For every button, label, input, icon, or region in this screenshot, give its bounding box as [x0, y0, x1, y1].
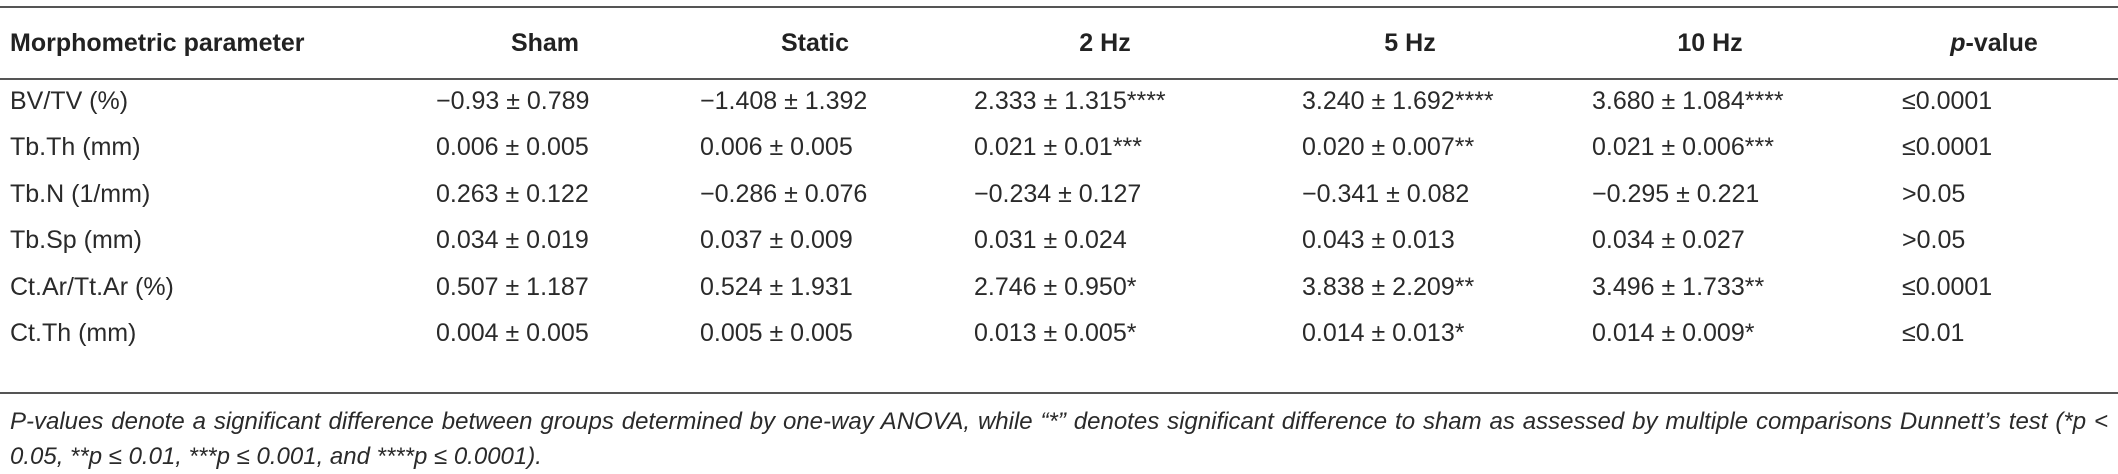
table-body: BV/TV (%) −0.93 ± 0.789 −1.408 ± 1.392 2.33…: [0, 78, 2118, 357]
cell-sham: 0.004 ± 0.005: [436, 319, 589, 348]
header-5hz: 5 Hz: [1384, 28, 1436, 57]
header-p-italic: p: [1950, 28, 1966, 57]
cell-param: Tb.Sp (mm): [10, 226, 142, 255]
cell-static: −1.408 ± 1.392: [700, 86, 868, 115]
cell-param: Ct.Ar/Tt.Ar (%): [10, 272, 174, 301]
cell-hz10: 0.034 ± 0.027: [1592, 226, 1745, 255]
cell-sham: 0.006 ± 0.005: [436, 133, 589, 162]
cell-p: >0.05: [1902, 179, 1966, 208]
cell-static: 0.524 ± 1.931: [700, 272, 853, 301]
header-rule: [0, 78, 2118, 80]
header-2hz: 2 Hz: [1079, 28, 1131, 57]
cell-hz2: 0.021 ± 0.01***: [974, 133, 1143, 162]
cell-hz5: 0.043 ± 0.013: [1302, 226, 1455, 255]
header-10hz: 10 Hz: [1677, 28, 1743, 57]
header-row: Morphometric parameter Sham Static 2 Hz …: [0, 8, 2118, 78]
cell-hz10: 3.496 ± 1.733**: [1592, 272, 1765, 301]
cell-param: BV/TV (%): [10, 86, 129, 115]
cell-sham: 0.034 ± 0.019: [436, 226, 589, 255]
cell-static: 0.005 ± 0.005: [700, 319, 853, 348]
header-p-value: p-value: [1860, 8, 2118, 78]
cell-hz2: −0.234 ± 0.127: [974, 179, 1142, 208]
cell-static: 0.006 ± 0.005: [700, 133, 853, 162]
cell-hz2: 0.031 ± 0.024: [974, 226, 1127, 255]
cell-sham: 0.507 ± 1.187: [436, 272, 589, 301]
cell-hz10: 0.021 ± 0.006***: [1592, 133, 1774, 162]
cell-hz2: 2.333 ± 1.315****: [974, 86, 1166, 115]
cell-p: ≤0.0001: [1902, 86, 1993, 115]
morphometric-table: Morphometric parameter Sham Static 2 Hz …: [0, 8, 2118, 357]
header-param: Morphometric parameter: [10, 28, 305, 57]
cell-hz10: −0.295 ± 0.221: [1592, 179, 1760, 208]
cell-hz5: 0.014 ± 0.013*: [1302, 319, 1465, 348]
cell-static: −0.286 ± 0.076: [700, 179, 868, 208]
header-sham: Sham: [510, 28, 580, 57]
cell-hz5: 3.240 ± 1.692****: [1302, 86, 1494, 115]
cell-param: Ct.Th (mm): [10, 319, 137, 348]
table-row: Ct.Th (mm) 0.004 ± 0.005 0.005 ± 0.005 0.01…: [0, 311, 2118, 358]
table-row: Tb.Th (mm) 0.006 ± 0.005 0.006 ± 0.005 0.02…: [0, 125, 2118, 172]
cell-param: Tb.N (1/mm): [10, 179, 151, 208]
cell-param: Tb.Th (mm): [10, 133, 141, 162]
header-p-rest: -value: [1965, 28, 2038, 57]
cell-p: >0.05: [1902, 226, 1966, 255]
cell-p: ≤0.01: [1902, 319, 1965, 348]
header-static: Static: [780, 28, 850, 57]
cell-sham: −0.93 ± 0.789: [436, 86, 590, 115]
cell-hz2: 0.013 ± 0.005*: [974, 319, 1137, 348]
table-footnote: P-values denote a significant difference…: [10, 408, 2108, 470]
table-row: BV/TV (%) −0.93 ± 0.789 −1.408 ± 1.392 2.33…: [0, 78, 2118, 125]
cell-hz5: 3.838 ± 2.209**: [1302, 272, 1475, 301]
cell-hz10: 0.014 ± 0.009*: [1592, 319, 1755, 348]
table-row: Tb.Sp (mm) 0.034 ± 0.019 0.037 ± 0.009 0.03…: [0, 218, 2118, 265]
cell-hz10: 3.680 ± 1.084****: [1592, 86, 1784, 115]
bottom-rule: [0, 392, 2118, 394]
cell-sham: 0.263 ± 0.122: [436, 179, 589, 208]
cell-hz5: 0.020 ± 0.007**: [1302, 133, 1475, 162]
top-rule: [0, 6, 2118, 8]
cell-p: ≤0.0001: [1902, 133, 1993, 162]
table-row: Tb.N (1/mm) 0.263 ± 0.122 −0.286 ± 0.076 −0…: [0, 171, 2118, 218]
cell-hz5: −0.341 ± 0.082: [1302, 179, 1470, 208]
cell-static: 0.037 ± 0.009: [700, 226, 853, 255]
table-row: Ct.Ar/Tt.Ar (%) 0.507 ± 1.187 0.524 ± 1.93…: [0, 264, 2118, 311]
cell-p: ≤0.0001: [1902, 272, 1993, 301]
cell-hz2: 2.746 ± 0.950*: [974, 272, 1137, 301]
